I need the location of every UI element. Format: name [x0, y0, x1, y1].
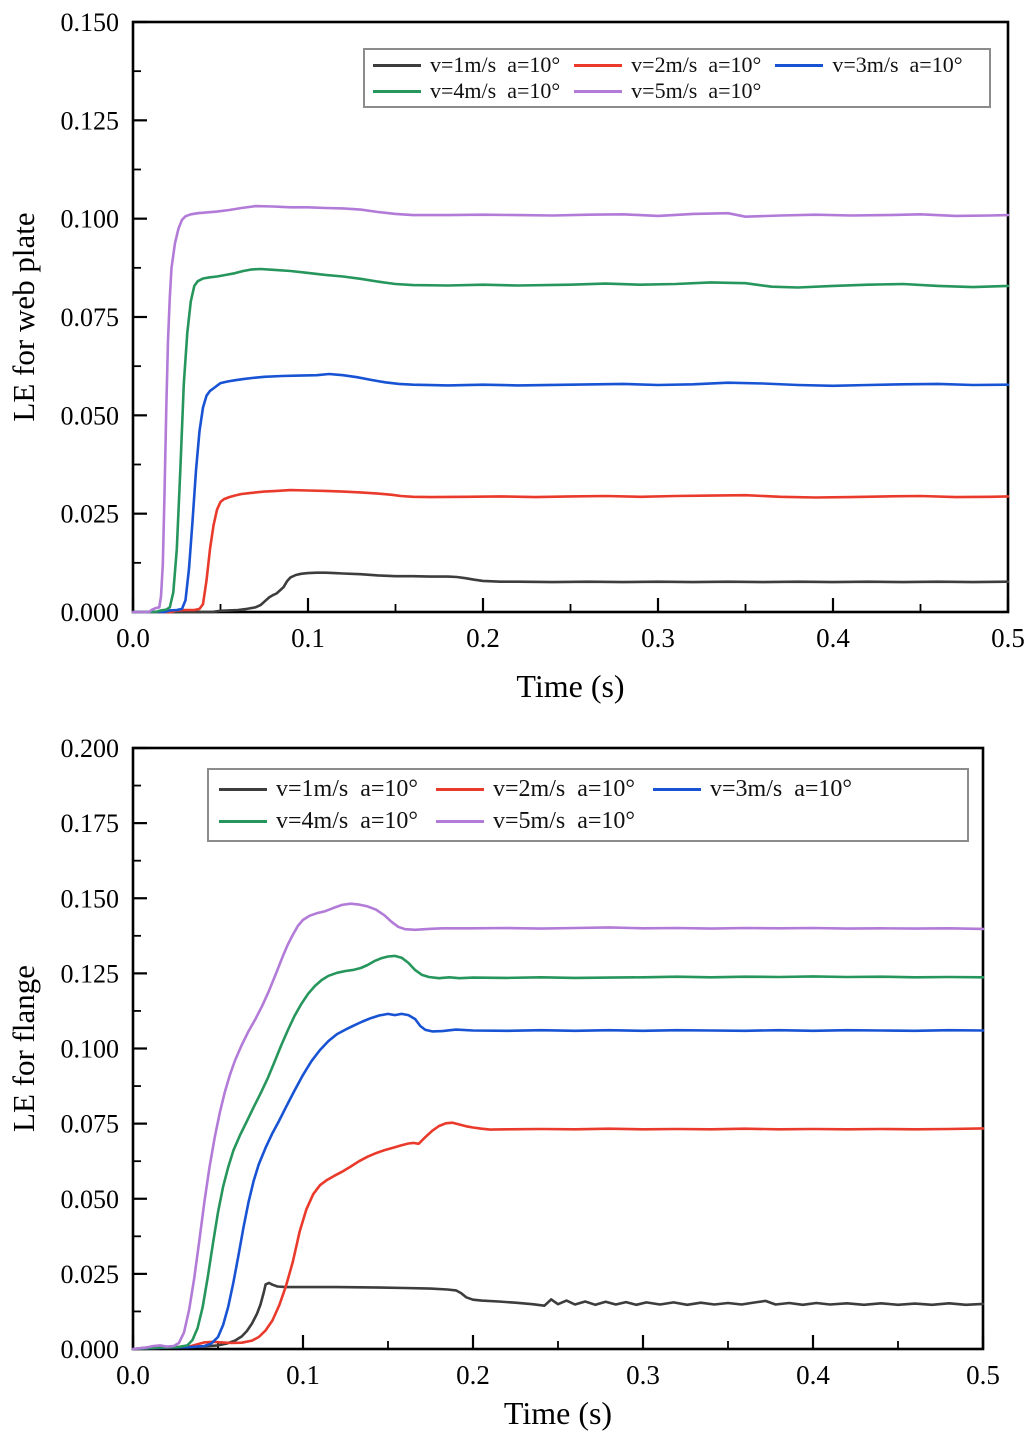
legend-item-v3: v=3m/s a=10° — [653, 776, 852, 803]
series-line-v4 — [131, 954, 985, 1351]
y-tick-label: 0.200 — [61, 734, 120, 763]
series-line-v3 — [131, 372, 1010, 614]
legend-line-swatch — [219, 787, 267, 791]
y-axis-title: LE for web plate — [6, 212, 41, 421]
series-line-v1 — [131, 571, 1010, 614]
legend-label: v=2m/s a=10° — [493, 775, 635, 802]
legend-item-v5: v=5m/s a=10° — [574, 78, 761, 104]
series-line-v4 — [131, 267, 1010, 614]
legend-line-swatch — [574, 89, 623, 93]
legend-line-swatch — [373, 63, 421, 67]
x-axis-title: Time (s) — [504, 1395, 612, 1431]
legend-line-swatch — [436, 819, 484, 823]
x-tick-label: 0.2 — [466, 623, 500, 653]
y-tick-label: 0.000 — [61, 1335, 120, 1364]
legend-item-v1: v=1m/s a=10° — [219, 776, 418, 803]
legend-item-v1: v=1m/s a=10° — [373, 52, 560, 78]
legend-label: v=1m/s a=10° — [430, 52, 561, 77]
x-tick-label: 0.1 — [291, 623, 325, 653]
legend-row: v=4m/s a=10° v=5m/s a=10° — [373, 78, 981, 104]
legend-row: v=1m/s a=10° v=2m/s a=10° v=3m/s a=10° — [373, 52, 981, 78]
legend-item-v4: v=4m/s a=10° — [373, 78, 560, 104]
y-tick-label: 0.000 — [61, 598, 120, 627]
x-tick-label: 0.1 — [286, 1360, 320, 1390]
y-tick-label: 0.150 — [61, 8, 120, 37]
y-tick-label: 0.050 — [61, 1185, 120, 1214]
legend-item-v3: v=3m/s a=10° — [775, 52, 963, 78]
legend-item-v4: v=4m/s a=10° — [219, 808, 418, 835]
legend-line-swatch — [373, 89, 421, 93]
flange-chart-legend: v=1m/s a=10° v=2m/s a=10° v=3m/s a=10° v=4m… — [207, 768, 969, 842]
legend-line-swatch — [653, 787, 701, 791]
y-tick-label: 0.075 — [61, 303, 120, 332]
x-tick-label: 0.2 — [456, 1360, 490, 1390]
web-plate-chart-legend: v=1m/s a=10° v=2m/s a=10° v=3m/s a=10° v=4m… — [363, 48, 991, 108]
y-tick-label: 0.100 — [61, 205, 120, 234]
x-tick-label: 0.5 — [991, 623, 1025, 653]
series-line-v2 — [131, 488, 1010, 614]
x-tick-label: 0.0 — [116, 1360, 150, 1390]
x-tick-label: 0.4 — [816, 623, 850, 653]
y-tick-label: 0.025 — [61, 500, 120, 529]
legend-item-v2: v=2m/s a=10° — [574, 52, 761, 78]
web-plate-chart: 0.000 0.025 0.050 0.075 0.100 0.125 0.150 0.0 0.… — [6, 8, 1025, 704]
x-tick-label: 0.3 — [626, 1360, 660, 1390]
flange-chart: 0.000 0.025 0.050 0.075 0.100 0.125 0.150 0.175… — [6, 734, 1000, 1431]
y-tick-label: 0.125 — [61, 106, 120, 135]
legend-line-swatch — [219, 819, 267, 823]
legend-label: v=3m/s a=10° — [832, 52, 963, 77]
legend-row: v=1m/s a=10° v=2m/s a=10° v=3m/s a=10° — [219, 773, 957, 805]
series-line-v2 — [131, 1121, 985, 1351]
legend-label: v=3m/s a=10° — [710, 775, 852, 802]
y-tick-label: 0.150 — [61, 884, 120, 913]
x-axis-title: Time (s) — [516, 668, 624, 704]
y-tick-label: 0.125 — [61, 959, 120, 988]
series-line-v3 — [131, 1012, 985, 1351]
legend-label: v=1m/s a=10° — [276, 775, 418, 802]
series-line-v1 — [131, 1281, 985, 1351]
series-line-v5 — [131, 204, 1010, 614]
legend-item-v5: v=5m/s a=10° — [436, 808, 635, 835]
x-tick-label: 0.3 — [641, 623, 675, 653]
legend-line-swatch — [436, 787, 484, 791]
web-plate-chart-frame — [131, 20, 1010, 614]
legend-line-swatch — [574, 63, 623, 67]
legend-row: v=4m/s a=10° v=5m/s a=10° — [219, 805, 957, 837]
x-tick-label: 0.4 — [796, 1360, 830, 1390]
x-tick-label: 0.0 — [116, 623, 150, 653]
legend-item-v2: v=2m/s a=10° — [436, 776, 635, 803]
series-line-v5 — [131, 902, 985, 1351]
y-tick-label: 0.050 — [61, 401, 120, 430]
y-tick-label: 0.075 — [61, 1110, 120, 1139]
legend-label: v=5m/s a=10° — [631, 78, 762, 103]
legend-label: v=4m/s a=10° — [276, 807, 418, 834]
y-tick-label: 0.175 — [61, 809, 120, 838]
y-tick-label: 0.025 — [61, 1260, 120, 1289]
x-tick-label: 0.5 — [966, 1360, 1000, 1390]
legend-label: v=5m/s a=10° — [493, 807, 635, 834]
y-tick-label: 0.100 — [61, 1035, 120, 1064]
legend-label: v=2m/s a=10° — [631, 52, 762, 77]
legend-line-swatch — [775, 63, 824, 67]
legend-label: v=4m/s a=10° — [430, 78, 561, 103]
y-axis-title: LE for flange — [6, 965, 41, 1132]
